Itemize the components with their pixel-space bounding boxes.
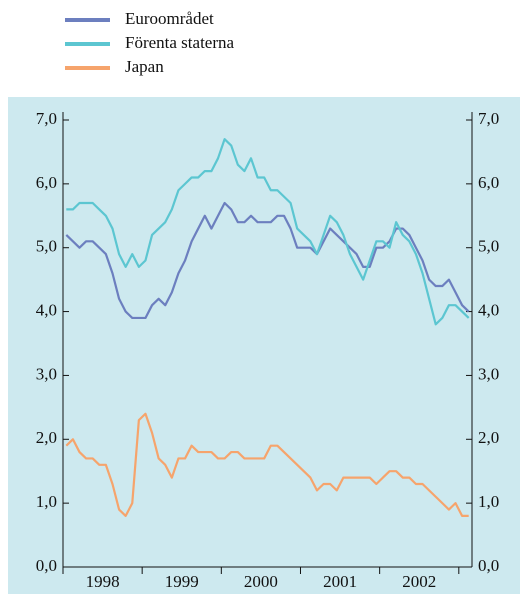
y2-tick-label: 3,0 <box>478 364 499 383</box>
y-tick-label: 3,0 <box>36 364 57 383</box>
legend-label: Euroområdet <box>125 9 214 28</box>
y2-tick-label: 1,0 <box>478 492 499 511</box>
y-tick-label: 2,0 <box>36 428 57 447</box>
x-tick-label: 2000 <box>244 572 278 591</box>
y2-tick-label: 4,0 <box>478 300 499 319</box>
y2-tick-label: 5,0 <box>478 237 499 256</box>
plot-panel <box>8 97 520 594</box>
y2-tick-label: 7,0 <box>478 109 499 128</box>
y-tick-label: 1,0 <box>36 492 57 511</box>
y-tick-label: 4,0 <box>36 300 57 319</box>
series-line <box>65 412 469 518</box>
legend-label: Japan <box>125 57 164 76</box>
y2-tick-label: 2,0 <box>478 428 499 447</box>
x-tick-label: 1999 <box>165 572 199 591</box>
series-line <box>66 138 470 326</box>
y-tick-label: 5,0 <box>36 237 57 256</box>
series-line <box>65 201 470 320</box>
x-tick-label: 2001 <box>323 572 357 591</box>
x-tick-label: 1998 <box>86 572 120 591</box>
y-tick-label: 7,0 <box>36 109 57 128</box>
legend-label: Förenta staterna <box>125 33 234 52</box>
y2-tick-label: 6,0 <box>478 173 499 192</box>
x-tick-label: 2002 <box>402 572 436 591</box>
y-tick-label: 6,0 <box>36 173 57 192</box>
y2-tick-label: 0,0 <box>478 556 499 575</box>
y-tick-label: 0,0 <box>36 556 57 575</box>
